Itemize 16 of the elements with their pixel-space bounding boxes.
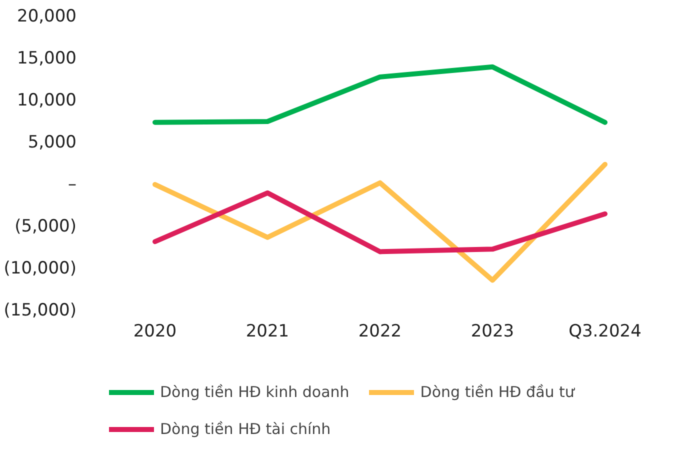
y-tick-label: (10,000) (4, 258, 76, 278)
x-tick-label: 2020 (133, 322, 177, 342)
y-tick-label: 5,000 (28, 132, 77, 152)
y-tick-label: 10,000 (17, 90, 76, 110)
legend-label: Dòng tiền HĐ đầu tư (420, 383, 574, 401)
x-tick-label: 2022 (358, 322, 402, 342)
x-tick-label: Q3.2024 (568, 322, 642, 342)
x-tick-label: 2023 (470, 322, 514, 342)
x-tick-label: 2021 (246, 322, 290, 342)
legend-label: Dòng tiền HĐ tài chính (160, 420, 331, 438)
y-tick-label: – (68, 174, 76, 194)
y-tick-label: 20,000 (17, 6, 76, 26)
y-tick-label: (15,000) (4, 300, 76, 320)
y-tick-label: 15,000 (17, 48, 76, 68)
legend-label: Dòng tiền HĐ kinh doanh (160, 383, 350, 401)
y-tick-label: (5,000) (14, 216, 77, 236)
